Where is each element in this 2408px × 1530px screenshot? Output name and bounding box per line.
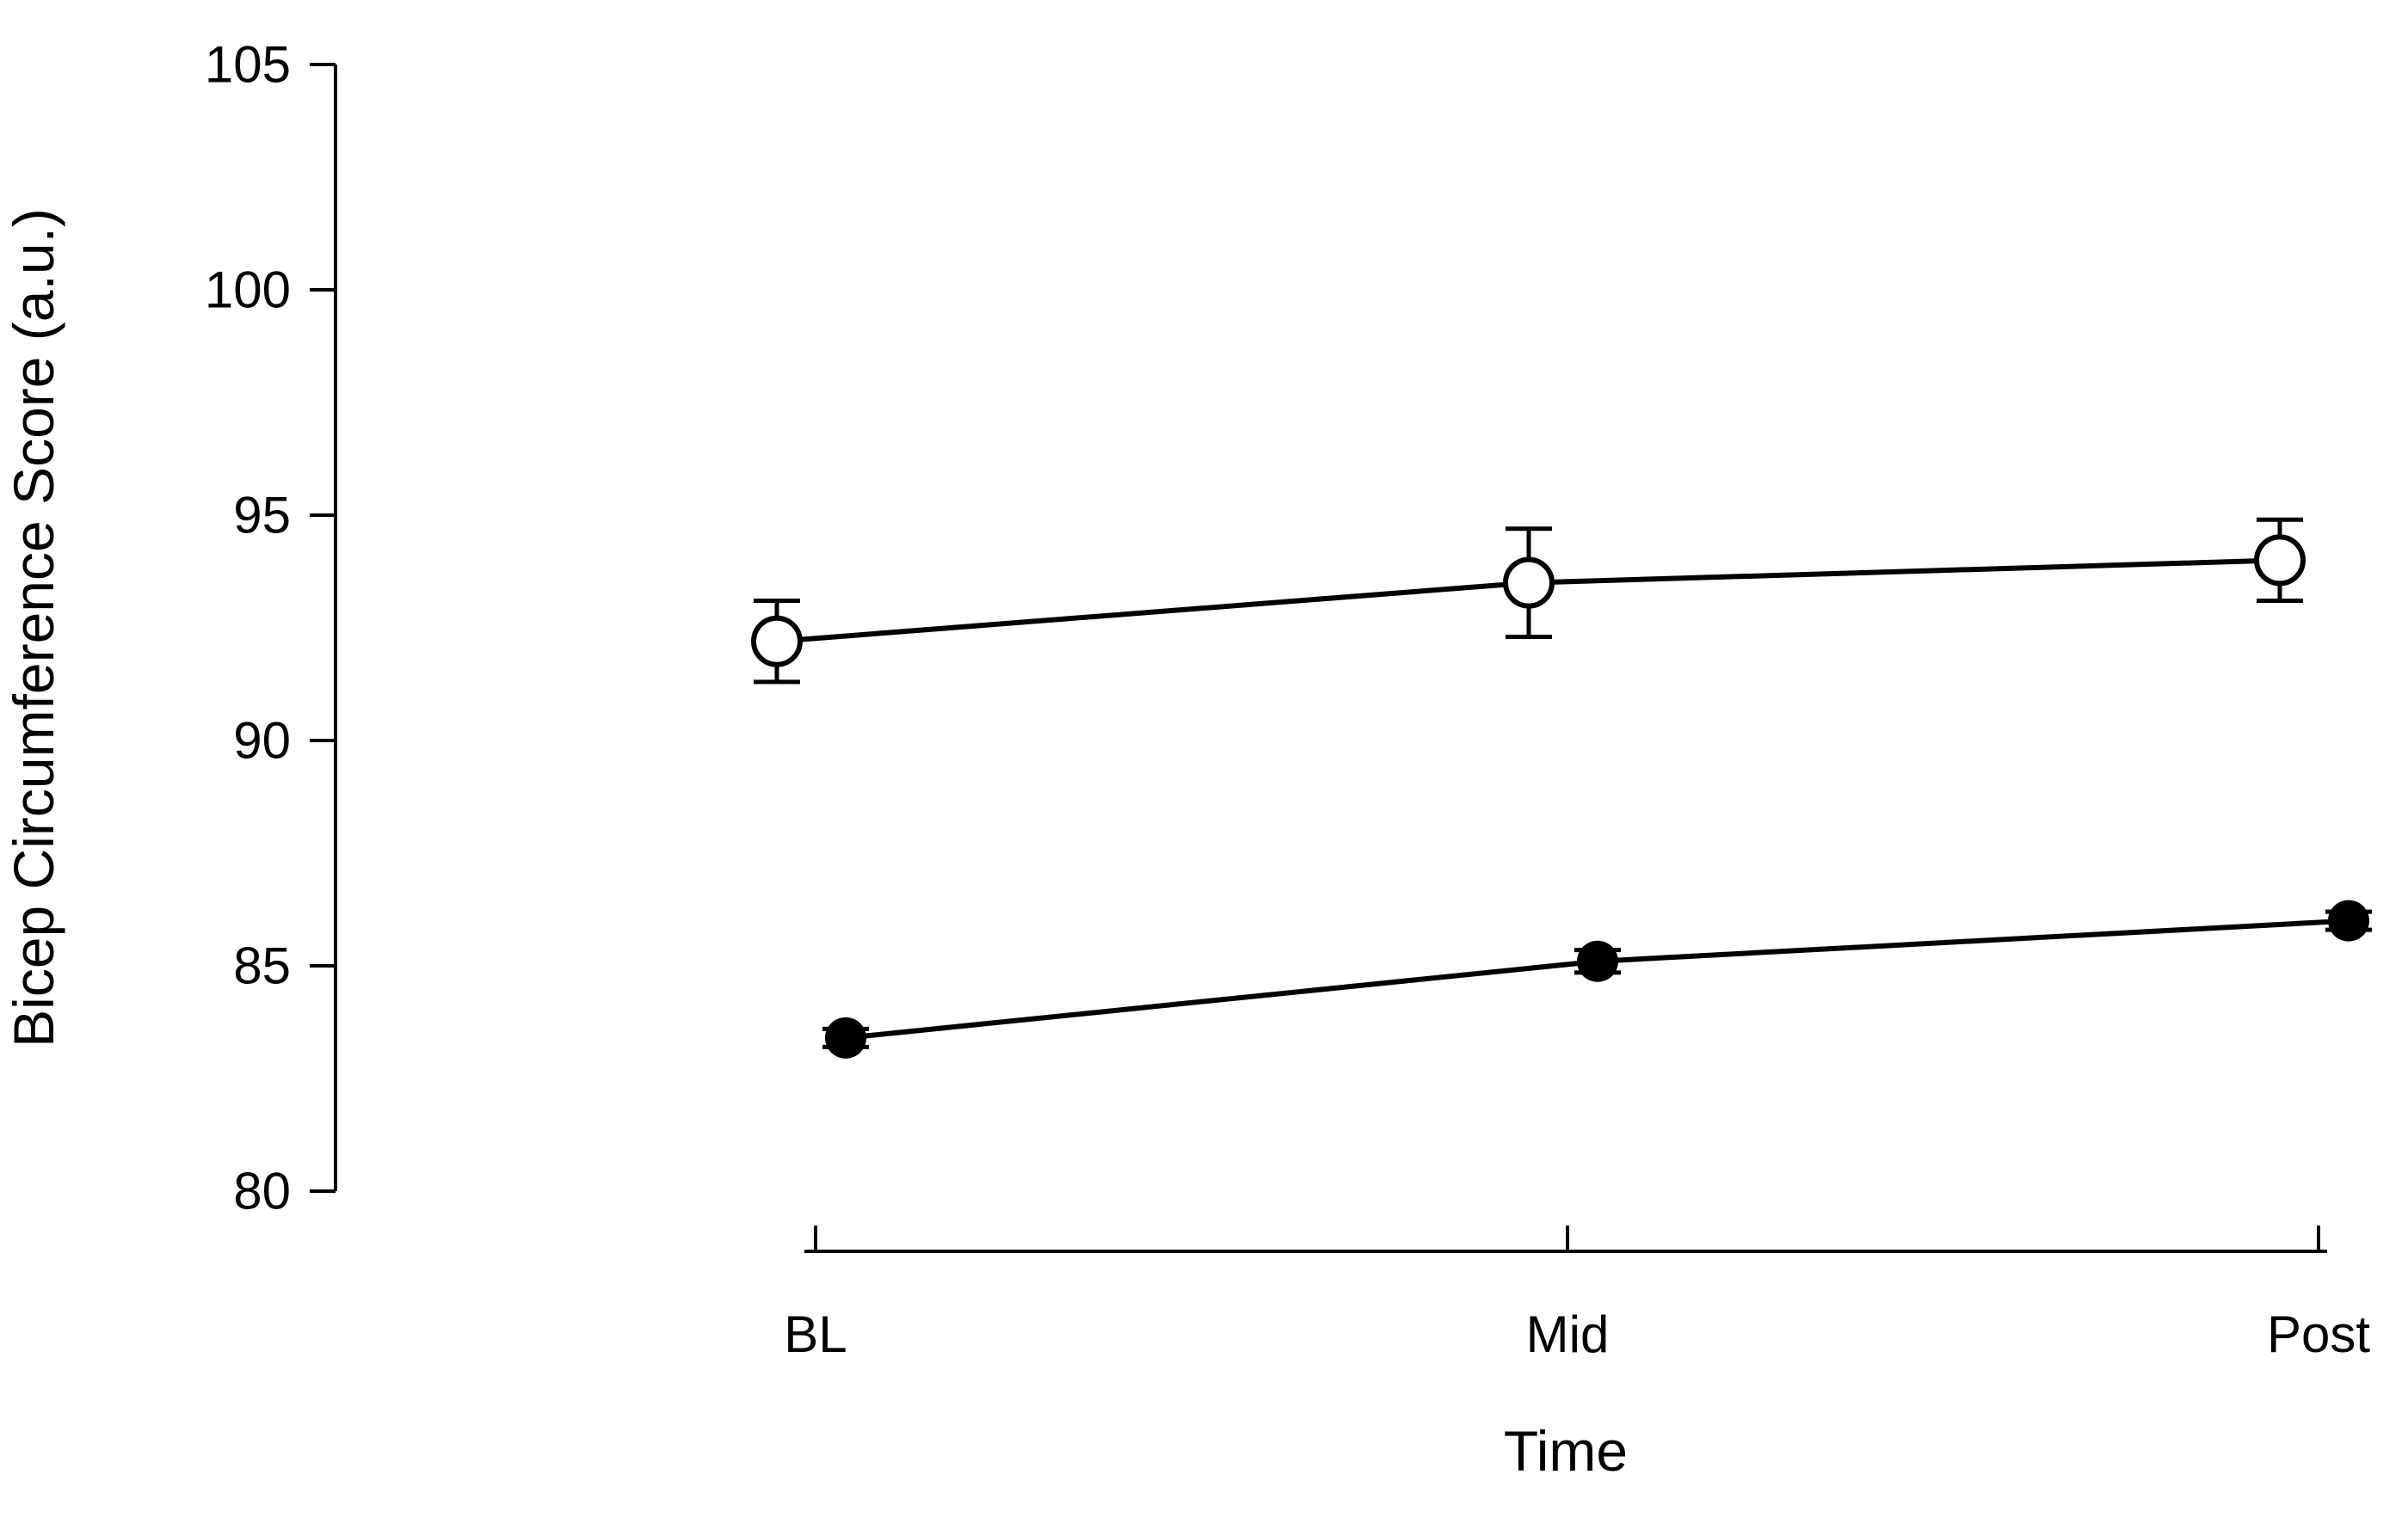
- series-open-circle-group: [751, 517, 2306, 685]
- open-circle-marker: [751, 615, 803, 667]
- y-tick-label: 85: [233, 937, 291, 995]
- x-axis: BL Mid Post: [784, 1226, 2370, 1363]
- x-tick-label: Mid: [1526, 1306, 1610, 1363]
- y-axis: 80 85 90 95 100 105: [205, 36, 337, 1220]
- y-tick-label: 80: [233, 1163, 291, 1220]
- open-circle-marker: [2254, 534, 2306, 587]
- x-tick-label: Post: [2267, 1306, 2370, 1363]
- y-axis-title: Bicep Circumference Score (a.u.): [2, 208, 65, 1048]
- y-tick-label: 90: [233, 712, 291, 770]
- filled-circle-marker: [825, 1017, 866, 1059]
- x-axis-title: Time: [1504, 1419, 1628, 1483]
- series-filled-circle-group: [822, 900, 2372, 1059]
- filled-circle-marker: [2328, 900, 2369, 942]
- y-tick-label: 95: [233, 487, 291, 544]
- y-tick-label: 100: [205, 261, 291, 319]
- x-tick-label: BL: [784, 1306, 847, 1363]
- filled-circle-marker: [1577, 940, 1618, 982]
- y-tick-label: 105: [205, 36, 291, 94]
- open-circle-marker: [1503, 556, 1555, 609]
